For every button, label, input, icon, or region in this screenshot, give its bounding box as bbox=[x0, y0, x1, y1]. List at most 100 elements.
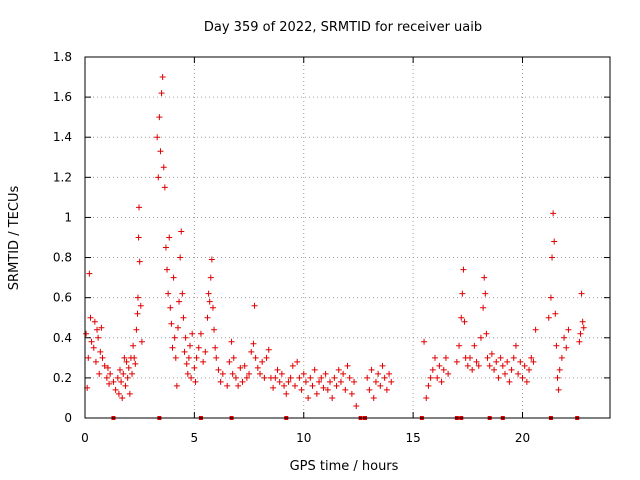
data-point bbox=[549, 254, 556, 261]
data-point bbox=[305, 394, 312, 401]
data-point bbox=[224, 382, 231, 389]
data-point bbox=[311, 366, 318, 373]
data-point bbox=[99, 354, 106, 361]
data-point bbox=[370, 394, 377, 401]
data-point bbox=[388, 378, 395, 385]
data-point bbox=[257, 370, 263, 377]
data-point bbox=[169, 344, 176, 351]
data-point bbox=[226, 358, 233, 365]
data-point bbox=[178, 228, 185, 235]
data-point bbox=[185, 354, 192, 361]
data-point bbox=[250, 340, 257, 347]
data-point bbox=[207, 274, 214, 281]
data-point bbox=[110, 378, 117, 385]
data-point bbox=[184, 370, 191, 377]
data-point bbox=[530, 358, 537, 365]
data-point bbox=[86, 270, 93, 277]
data-point bbox=[555, 386, 562, 393]
data-point bbox=[135, 234, 142, 241]
data-point bbox=[515, 370, 522, 377]
data-point bbox=[333, 382, 340, 389]
data-point bbox=[285, 378, 292, 385]
y-tick-label: 1.2 bbox=[53, 170, 72, 184]
data-point bbox=[197, 330, 204, 337]
data-point bbox=[545, 314, 552, 321]
x-tick-label: 15 bbox=[405, 431, 420, 445]
data-point bbox=[107, 370, 114, 377]
data-point bbox=[353, 402, 360, 409]
data-point bbox=[381, 374, 388, 381]
data-point bbox=[423, 394, 430, 401]
data-point bbox=[212, 344, 219, 351]
data-point bbox=[337, 378, 344, 385]
data-point bbox=[170, 274, 177, 281]
data-point bbox=[130, 342, 137, 349]
data-point bbox=[174, 324, 181, 331]
data-point bbox=[158, 90, 165, 97]
data-point bbox=[577, 330, 584, 337]
data-point bbox=[331, 374, 338, 381]
data-point bbox=[300, 370, 307, 377]
data-point bbox=[456, 342, 463, 349]
data-point bbox=[192, 378, 199, 385]
data-point bbox=[136, 204, 143, 211]
data-point bbox=[296, 374, 303, 381]
data-point bbox=[120, 370, 127, 377]
data-point bbox=[213, 354, 220, 361]
data-point bbox=[254, 364, 261, 371]
data-point bbox=[270, 384, 277, 391]
data-point bbox=[467, 354, 473, 361]
data-point bbox=[239, 378, 246, 385]
data-point bbox=[502, 370, 508, 377]
data-point bbox=[232, 374, 239, 381]
data-point bbox=[432, 354, 438, 361]
data-point bbox=[552, 310, 559, 317]
data-point bbox=[497, 354, 504, 361]
plot-frame bbox=[84, 56, 611, 419]
data-point bbox=[580, 324, 587, 331]
data-point bbox=[157, 148, 164, 155]
data-point bbox=[230, 354, 237, 361]
data-point bbox=[159, 74, 166, 81]
data-point bbox=[329, 394, 336, 401]
data-point bbox=[167, 304, 174, 311]
data-point bbox=[320, 384, 327, 391]
data-point bbox=[179, 290, 186, 297]
data-point bbox=[166, 234, 173, 241]
data-point bbox=[368, 366, 375, 373]
data-point bbox=[161, 184, 168, 191]
y-tick-label: 1.6 bbox=[53, 90, 72, 104]
data-point bbox=[115, 390, 122, 397]
data-point bbox=[366, 386, 373, 393]
data-point bbox=[379, 362, 386, 369]
data-point bbox=[237, 364, 244, 371]
data-point bbox=[134, 310, 141, 317]
data-point bbox=[155, 174, 162, 181]
data-point bbox=[131, 354, 138, 361]
data-point bbox=[576, 338, 583, 345]
data-point bbox=[97, 348, 104, 355]
data-point bbox=[265, 346, 272, 353]
data-point bbox=[438, 378, 445, 385]
data-point bbox=[112, 386, 119, 393]
data-point bbox=[556, 366, 563, 373]
data-point bbox=[519, 374, 526, 381]
data-point bbox=[98, 324, 105, 331]
data-point bbox=[495, 374, 502, 381]
data-point bbox=[274, 366, 281, 373]
data-point bbox=[129, 370, 136, 377]
data-point bbox=[176, 298, 183, 305]
data-point bbox=[156, 114, 163, 121]
data-point bbox=[124, 374, 131, 381]
y-tick-label: 0.8 bbox=[53, 251, 72, 265]
data-point bbox=[375, 370, 382, 377]
data-point bbox=[119, 394, 126, 401]
data-point bbox=[292, 382, 298, 389]
data-point bbox=[512, 342, 519, 349]
y-tick-label: 0.6 bbox=[53, 291, 72, 305]
data-point bbox=[521, 362, 528, 369]
y-tick-label: 0 bbox=[64, 411, 72, 425]
data-point bbox=[229, 370, 236, 377]
data-point bbox=[532, 326, 539, 333]
